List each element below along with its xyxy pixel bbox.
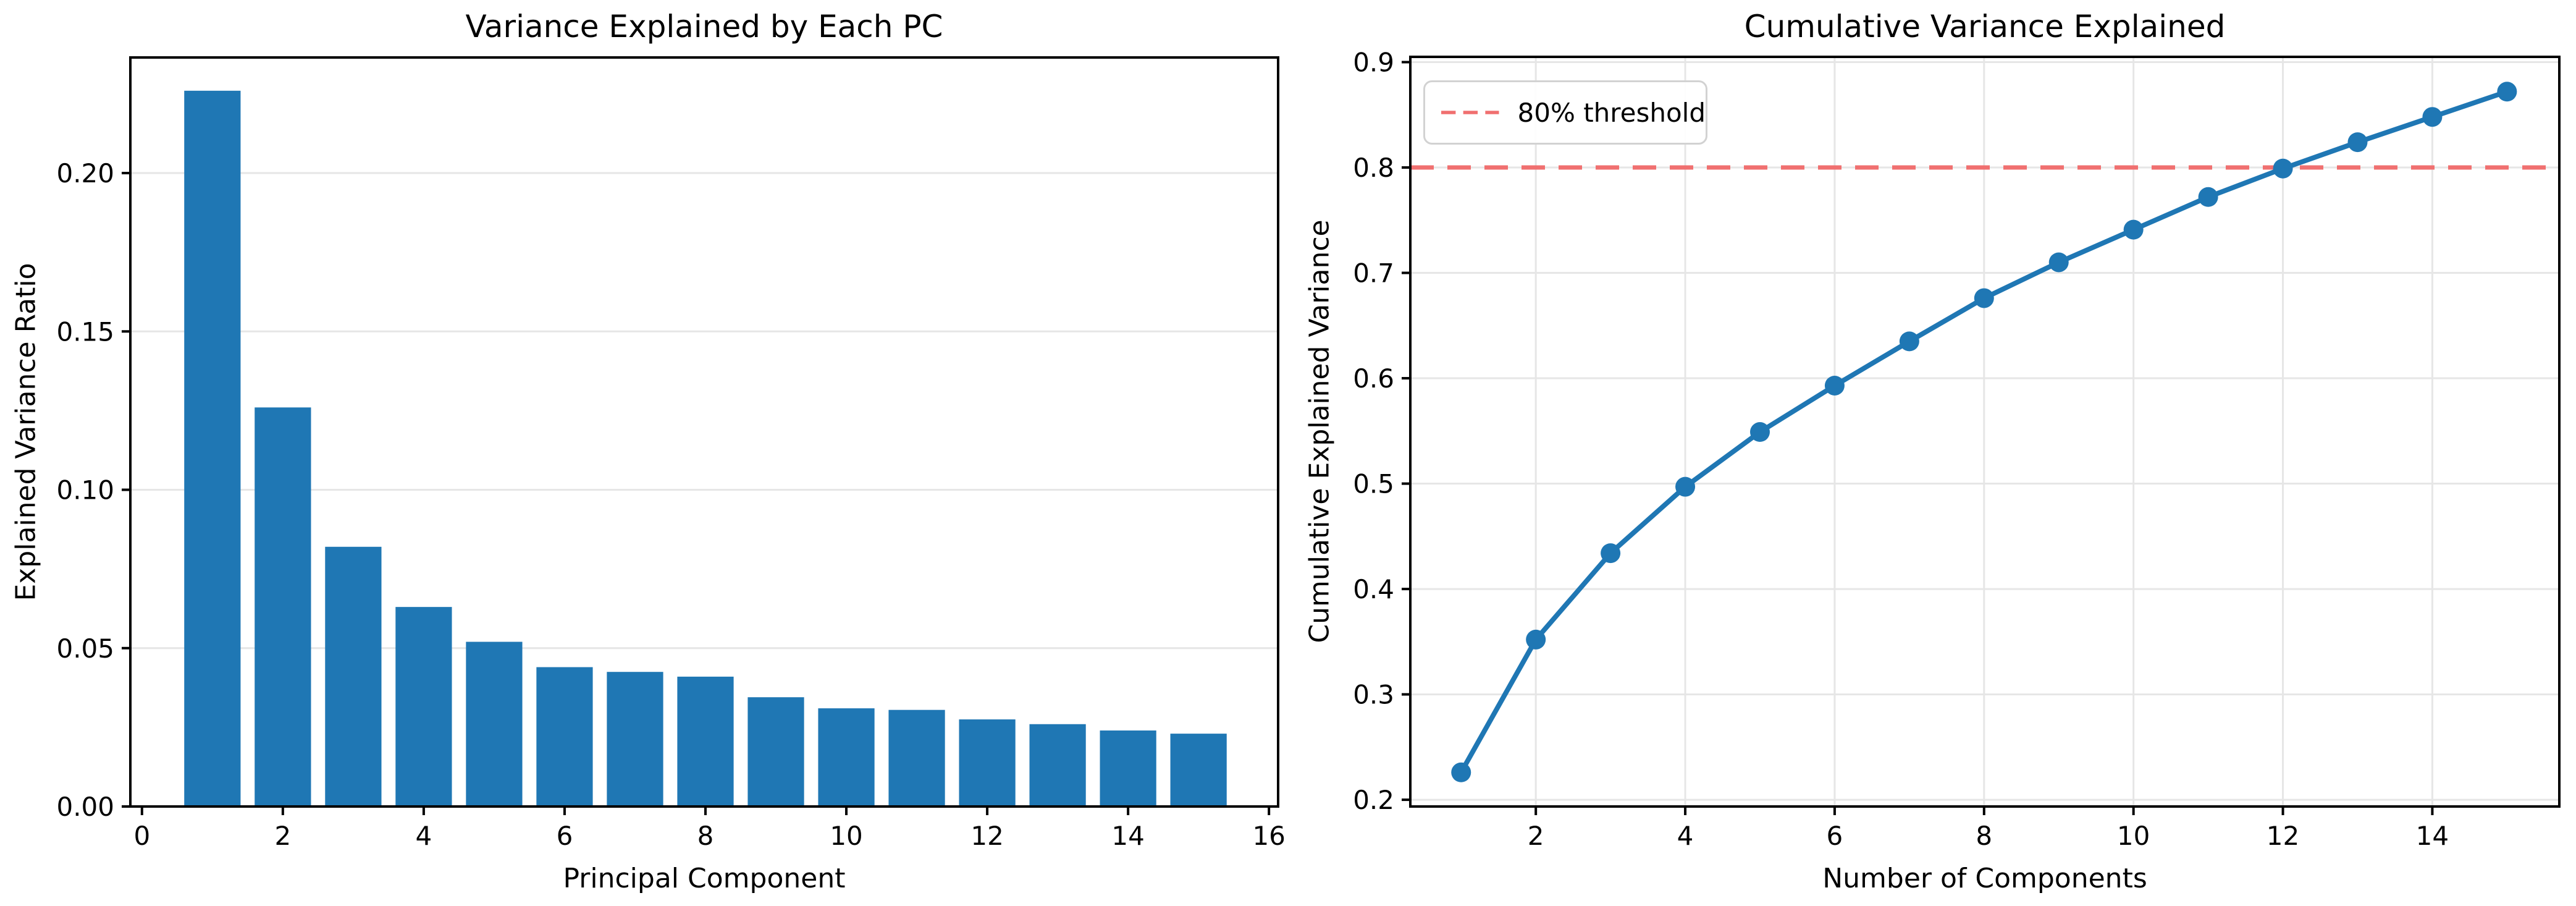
x-tick-label: 2 [1528, 821, 1544, 851]
x-tick-label: 0 [133, 821, 150, 851]
y-tick-label: 0.4 [1353, 574, 1394, 604]
bar-pc9 [747, 697, 804, 807]
bar-pc6 [536, 667, 593, 807]
bar-chart-y-axis-label: Explained Variance Ratio [10, 263, 42, 601]
data-point-marker [2198, 187, 2218, 207]
data-point-marker [1824, 375, 1845, 396]
y-tick-label: 0.3 [1353, 680, 1394, 710]
legend-label: 80% threshold [1517, 97, 1706, 128]
x-tick-label: 4 [416, 821, 432, 851]
bar-pc13 [1029, 724, 1086, 807]
data-point-marker [1675, 476, 1696, 497]
bar-pc4 [395, 607, 452, 807]
y-tick-label: 0.9 [1353, 48, 1394, 78]
bar-pc7 [607, 672, 663, 807]
bar-chart-title: Variance Explained by Each PC [465, 9, 943, 44]
x-tick-label: 12 [2267, 821, 2299, 851]
x-tick-label: 8 [1976, 821, 1992, 851]
data-point-marker [2497, 82, 2517, 102]
y-tick-label: 0.2 [1353, 785, 1394, 815]
bar-pc15 [1170, 734, 1227, 807]
y-tick-label: 0.8 [1353, 153, 1394, 183]
bar-pc11 [888, 709, 945, 807]
data-point-marker [2422, 107, 2443, 127]
bar-pc2 [255, 407, 311, 807]
y-tick-label: 0.15 [56, 316, 114, 347]
line-chart-title: Cumulative Variance Explained [1744, 9, 2226, 44]
bar-pc1 [184, 90, 241, 807]
data-point-marker [1601, 543, 1621, 564]
data-point-marker [2347, 132, 2368, 153]
x-tick-label: 10 [830, 821, 862, 851]
y-tick-label: 0.10 [56, 475, 114, 506]
bar-pc12 [959, 719, 1016, 807]
data-point-marker [2273, 158, 2293, 179]
x-tick-label: 14 [1111, 821, 1144, 851]
x-tick-label: 8 [697, 821, 714, 851]
y-tick-label: 0.00 [56, 792, 114, 822]
y-tick-label: 0.05 [56, 633, 114, 664]
x-tick-label: 12 [970, 821, 1003, 851]
bar-pc5 [466, 641, 523, 807]
bar-pc3 [325, 546, 382, 807]
line-chart-y-axis-label: Cumulative Explained Variance [1303, 219, 1336, 643]
x-tick-label: 2 [274, 821, 291, 851]
data-point-marker [2123, 219, 2144, 240]
y-tick-label: 0.5 [1353, 469, 1394, 499]
data-point-marker [2048, 252, 2069, 273]
data-point-marker [1526, 629, 1546, 650]
y-tick-label: 0.7 [1353, 258, 1394, 289]
bar-pc14 [1100, 730, 1156, 807]
x-tick-label: 6 [1827, 821, 1843, 851]
x-tick-label: 6 [557, 821, 573, 851]
bar-pc8 [677, 676, 734, 807]
x-tick-label: 10 [2117, 821, 2150, 851]
data-point-marker [1974, 288, 1994, 308]
data-point-marker [1749, 422, 1770, 442]
threshold-legend: 80% threshold [1423, 80, 1707, 145]
dashed-line-swatch [1441, 111, 1499, 114]
x-tick-label: 16 [1252, 821, 1285, 851]
data-point-marker [1451, 762, 1471, 782]
y-tick-label: 0.20 [56, 158, 114, 188]
data-point-marker [1899, 331, 1919, 352]
x-tick-label: 4 [1677, 821, 1694, 851]
bar-chart-x-axis-label: Principal Component [563, 863, 846, 894]
x-tick-label: 14 [2416, 821, 2449, 851]
y-tick-label: 0.6 [1353, 363, 1394, 394]
bar-pc10 [818, 708, 875, 807]
line-chart-x-axis-label: Number of Components [1822, 863, 2147, 894]
